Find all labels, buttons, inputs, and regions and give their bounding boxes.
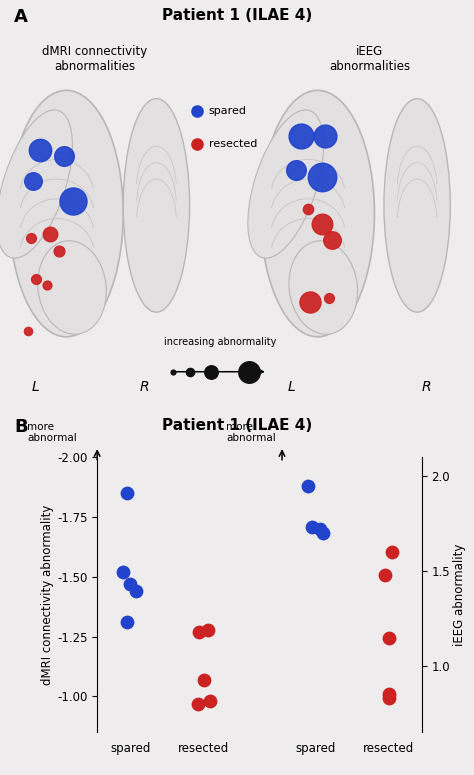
Text: increasing abnormality: increasing abnormality bbox=[164, 337, 277, 347]
Point bbox=[194, 698, 202, 710]
Text: R: R bbox=[422, 381, 431, 394]
Point bbox=[206, 695, 214, 708]
Point bbox=[36, 143, 44, 156]
Point bbox=[25, 325, 32, 337]
Text: more
abnormal: more abnormal bbox=[226, 422, 276, 443]
Text: Patient 1 (ILAE 4): Patient 1 (ILAE 4) bbox=[162, 9, 312, 23]
Point bbox=[319, 527, 326, 539]
Point bbox=[44, 279, 51, 291]
Point bbox=[385, 692, 392, 704]
Point bbox=[127, 578, 134, 591]
Point bbox=[304, 203, 312, 215]
Point bbox=[193, 105, 201, 117]
Text: iEEG
abnormalities: iEEG abnormalities bbox=[329, 45, 410, 73]
Ellipse shape bbox=[123, 98, 190, 312]
Text: more
abnormal: more abnormal bbox=[27, 422, 77, 443]
Text: resected: resected bbox=[209, 139, 257, 149]
Text: L: L bbox=[32, 381, 39, 394]
Point bbox=[389, 546, 396, 558]
Ellipse shape bbox=[261, 91, 374, 337]
Point bbox=[132, 585, 140, 598]
Point bbox=[46, 228, 54, 240]
Point bbox=[381, 569, 389, 581]
Y-axis label: dMRI connectivity abnormality: dMRI connectivity abnormality bbox=[41, 505, 54, 685]
Point bbox=[307, 296, 314, 308]
Y-axis label: iEEG abnormality: iEEG abnormality bbox=[453, 543, 466, 646]
Text: A: A bbox=[14, 9, 28, 26]
Point bbox=[169, 366, 177, 378]
Text: R: R bbox=[140, 381, 149, 394]
Ellipse shape bbox=[38, 241, 106, 334]
Point bbox=[319, 218, 326, 230]
Point bbox=[27, 232, 35, 244]
Point bbox=[319, 170, 326, 183]
Point bbox=[385, 688, 392, 701]
Point bbox=[207, 366, 215, 378]
Point bbox=[297, 129, 305, 142]
Ellipse shape bbox=[9, 91, 123, 337]
Point bbox=[32, 273, 39, 285]
Point bbox=[200, 673, 208, 686]
Point bbox=[316, 523, 323, 536]
Point bbox=[70, 195, 77, 208]
Text: spared: spared bbox=[209, 106, 246, 116]
Point bbox=[292, 164, 300, 177]
Point bbox=[119, 566, 127, 578]
Point bbox=[385, 632, 392, 644]
Point bbox=[186, 366, 193, 378]
Ellipse shape bbox=[289, 241, 357, 334]
Point bbox=[60, 150, 68, 162]
Point bbox=[123, 616, 130, 629]
Text: L: L bbox=[288, 381, 295, 394]
Point bbox=[328, 234, 336, 246]
Point bbox=[123, 487, 130, 499]
Point bbox=[245, 366, 253, 378]
Text: Patient 1 (ILAE 4): Patient 1 (ILAE 4) bbox=[162, 418, 312, 433]
Point bbox=[321, 129, 328, 142]
Point bbox=[193, 138, 201, 150]
Point bbox=[326, 291, 333, 304]
Point bbox=[29, 174, 37, 187]
Text: dMRI connectivity
abnormalities: dMRI connectivity abnormalities bbox=[42, 45, 147, 73]
Point bbox=[204, 623, 212, 636]
Point bbox=[196, 625, 203, 638]
Point bbox=[309, 522, 316, 534]
Text: B: B bbox=[14, 418, 28, 436]
Ellipse shape bbox=[248, 110, 324, 258]
Ellipse shape bbox=[0, 110, 73, 258]
Point bbox=[304, 480, 311, 492]
Ellipse shape bbox=[384, 98, 450, 312]
Point bbox=[55, 244, 63, 257]
